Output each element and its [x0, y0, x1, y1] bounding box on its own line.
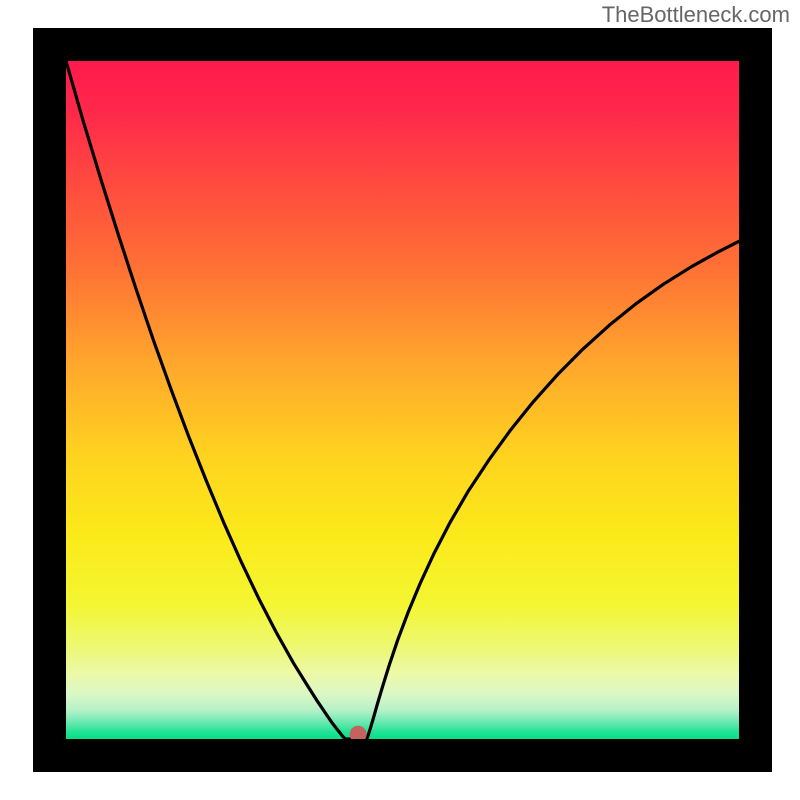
bottleneck-chart: [0, 0, 800, 800]
plot-background: [66, 61, 739, 739]
watermark-text: TheBottleneck.com: [602, 2, 790, 28]
chart-wrapper: TheBottleneck.com: [0, 0, 800, 800]
